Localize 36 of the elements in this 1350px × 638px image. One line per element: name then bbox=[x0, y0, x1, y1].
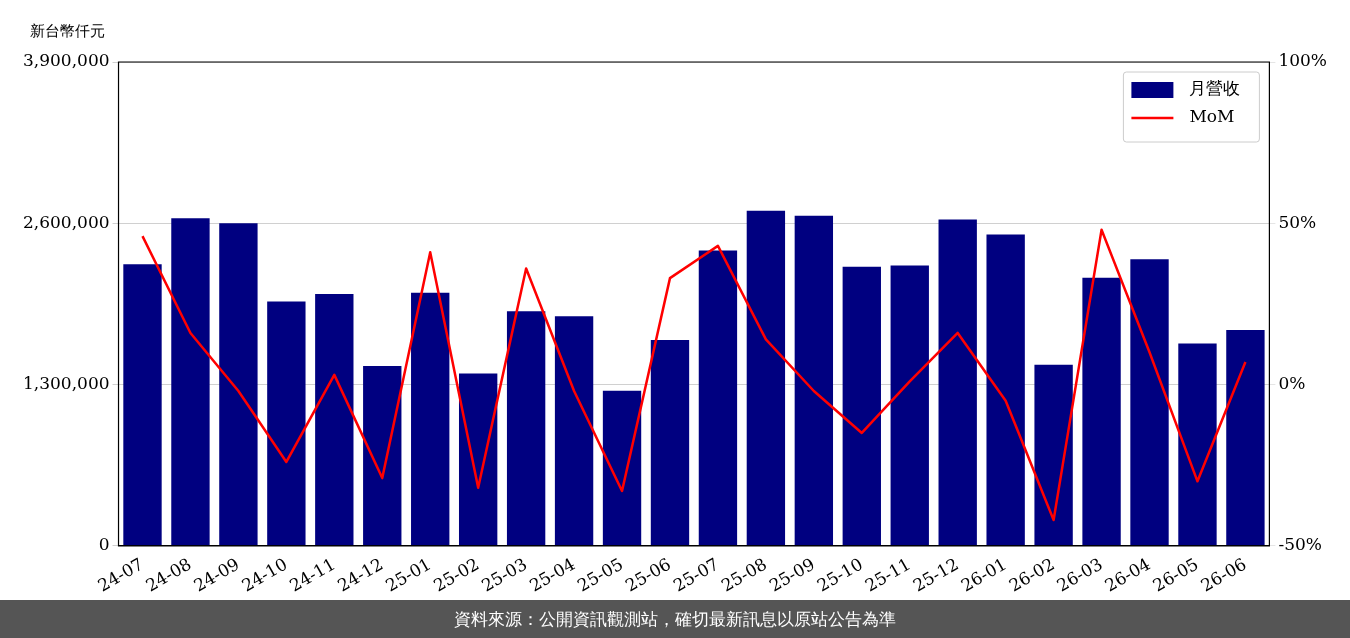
y-tick-label: 3,900,000 bbox=[22, 50, 110, 71]
bar bbox=[698, 250, 738, 546]
bar bbox=[219, 223, 258, 546]
bar bbox=[1034, 364, 1073, 546]
y-tick-label: 0 bbox=[98, 534, 110, 555]
bar bbox=[650, 339, 690, 546]
bar bbox=[938, 219, 977, 546]
bar bbox=[267, 301, 306, 546]
bar bbox=[363, 365, 402, 546]
bar bbox=[1130, 259, 1169, 546]
source-note: 資料來源：公開資訊觀測站，確切最新訊息以原站公告為準 bbox=[0, 600, 1350, 638]
y2-tick-label: -50% bbox=[1278, 534, 1322, 555]
y2-tick-label: 50% bbox=[1278, 211, 1317, 232]
legend-label: 月營收 bbox=[1189, 78, 1241, 99]
bar bbox=[171, 218, 210, 546]
y-tick-label: 2,600,000 bbox=[22, 211, 110, 232]
bar bbox=[842, 266, 881, 546]
bar bbox=[411, 292, 450, 546]
bar bbox=[1082, 277, 1121, 546]
y2-tick-label: 0% bbox=[1278, 372, 1306, 393]
bar bbox=[794, 215, 834, 546]
bar bbox=[1226, 329, 1265, 546]
bar bbox=[506, 311, 546, 546]
bar bbox=[890, 265, 929, 546]
bar bbox=[554, 316, 594, 546]
y2-tick-label: 100% bbox=[1278, 50, 1328, 71]
bar bbox=[458, 373, 498, 546]
y-tick-label: 1,300,000 bbox=[22, 372, 110, 393]
legend-label: MoM bbox=[1189, 106, 1235, 127]
bar bbox=[1178, 343, 1217, 546]
bar bbox=[602, 390, 642, 546]
bar bbox=[315, 293, 354, 546]
y-axis-title: 新台幣仟元 bbox=[30, 22, 105, 41]
bar bbox=[123, 264, 162, 546]
bar bbox=[986, 234, 1025, 546]
bar bbox=[746, 210, 786, 546]
